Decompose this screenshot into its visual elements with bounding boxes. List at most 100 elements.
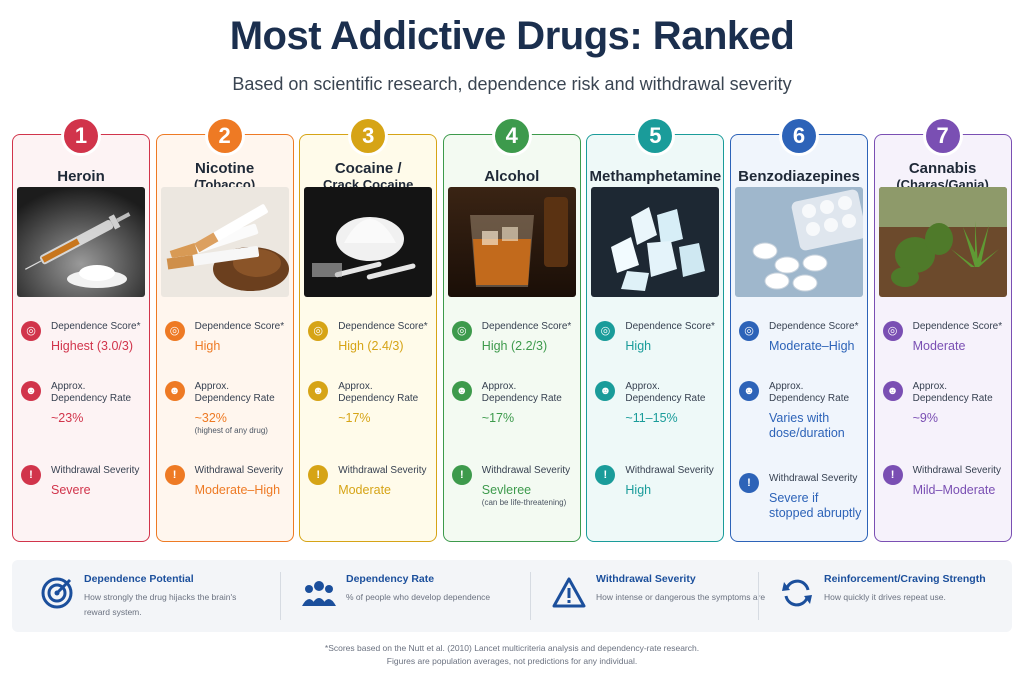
dependency-rate-label-2: Dependency Rate <box>912 393 993 404</box>
withdrawal-severity-value: Severe if stopped abruptly <box>769 491 862 520</box>
withdrawal-severity-label: Withdrawal Severity <box>51 465 140 476</box>
people-icon: ☻ <box>739 381 759 401</box>
warning-icon: ! <box>164 465 185 485</box>
dependency-rate-label-1: Approx. <box>338 381 373 392</box>
drug-name-text: Cannabis <box>908 160 977 177</box>
withdrawal-severity: ! Withdrawal Severity Moderate–High <box>164 465 289 498</box>
dependency-rate-label: Approx. Dependency Rate <box>482 381 576 405</box>
drug-photo-crystals <box>591 187 720 297</box>
dependency-rate-value: ~9% <box>912 411 938 425</box>
withdrawal-severity-label: Withdrawal Severity <box>769 473 858 484</box>
target-icon: ◎ <box>164 321 185 341</box>
dependence-score-value: High <box>625 339 652 353</box>
drug-photo-cigarettes <box>160 187 289 297</box>
legend-description: How strongly the drug hijacks the brain'… <box>84 592 237 617</box>
dependency-rate: ☻ Approx. Dependency Rate ~11–15% <box>595 381 719 426</box>
warning-icon: ! <box>595 465 616 485</box>
dependency-rate-label-1: Approx. <box>912 381 948 392</box>
drug-card-3: 3 Cocaine / Crack Cocaine ◎ Dependence Sc… <box>299 119 438 542</box>
drug-photo-syringe-powder <box>17 187 145 297</box>
rank-badge: 7 <box>925 119 960 153</box>
drug-card-6: 6 Benzodiazepines ◎ Dependence Score* Mo… <box>730 119 868 542</box>
withdrawal-severity-value: Mild–Moderate <box>912 483 996 497</box>
legend-bar: Dependence Potential How strongly the dr… <box>12 560 1012 632</box>
withdrawal-note: (can be life-threatening) <box>481 498 567 507</box>
legend-title: Dependency Rate <box>346 573 435 585</box>
dependency-rate-label-1: Approx. <box>625 381 660 392</box>
dependence-score: ◎ Dependence Score* High (2.4/3) <box>308 321 432 354</box>
dependency-rate: ☻ Approx. Dependency Rate ~17% <box>308 381 432 426</box>
dependency-rate: ☻ Approx. Dependency Rate ~23% <box>21 381 145 426</box>
target-icon: ◎ <box>451 321 472 341</box>
dependency-rate-label-2: Dependency Rate <box>51 393 132 404</box>
dependence-score-label: Dependence Score* <box>912 321 1003 332</box>
target-icon: ◎ <box>595 321 616 341</box>
dependence-score-value: Highest (3.0/3) <box>51 339 133 353</box>
dependence-score-label: Dependence Score* <box>625 321 715 332</box>
legend-title: Withdrawal Severity <box>596 573 696 585</box>
warning-icon: ! <box>882 465 903 485</box>
dependency-rate-value: ~11–15% <box>625 411 678 425</box>
page-title: Most Addictive Drugs: Ranked <box>229 14 795 58</box>
dependence-score-value: High <box>194 339 221 353</box>
warning-icon: ! <box>739 473 759 493</box>
dependence-score: ◎ Dependence Score* Moderate <box>882 321 1007 354</box>
dependence-score-value: Moderate–High <box>769 339 855 353</box>
legend-item-warning: Withdrawal Severity How intense or dange… <box>552 570 772 622</box>
dependence-score: ◎ Dependence Score* High <box>595 321 719 354</box>
withdrawal-severity-value: Severe <box>51 483 91 497</box>
people-icon <box>302 576 336 610</box>
dependence-score-value: High (2.4/3) <box>338 339 404 353</box>
dependency-rate-label-2: Dependency Rate <box>625 393 706 404</box>
rank-badge: 2 <box>207 119 242 153</box>
target-icon: ◎ <box>21 321 41 341</box>
dependency-rate: ☻ Approx. Dependency Rate Varies with do… <box>739 381 863 441</box>
legend-description: How quickly it drives repeat use. <box>824 592 946 602</box>
drug-photo-pills <box>735 187 863 297</box>
drug-card-1: 1 Heroin ◎ Dependence Score* Highest (3.… <box>12 119 150 542</box>
drug-photo-whiskey-glass <box>447 187 576 297</box>
drug-card-5: 5 Methamphetamine ◎ Dependence Score* Hi… <box>586 119 725 542</box>
people-icon: ☻ <box>21 381 41 401</box>
warning-icon: ! <box>451 465 472 485</box>
drug-card-4: 4 Alcohol ◎ Dependence Score* High (2.2/… <box>442 119 581 542</box>
withdrawal-severity: ! Withdrawal Severity High <box>595 465 719 498</box>
dependency-rate-label-2: Dependency Rate <box>194 393 275 404</box>
drug-name: Heroin <box>13 169 149 185</box>
dependence-score-label: Dependence Score* <box>481 321 572 332</box>
rank-badge: 4 <box>494 119 529 153</box>
refresh-icon <box>780 576 814 610</box>
dependency-rate-label: Approx. Dependency Rate <box>51 381 145 405</box>
drug-cards: 1 Heroin ◎ Dependence Score* Highest (3.… <box>12 118 1012 544</box>
dependency-rate-value: ~17% <box>481 411 515 425</box>
drug-name-text: Alcohol <box>484 168 540 185</box>
people-icon: ☻ <box>308 381 329 401</box>
withdrawal-severity-value: Sevleree <box>481 483 532 497</box>
withdrawal-severity: ! Withdrawal Severity Severe <box>21 465 145 498</box>
withdrawal-severity: ! Withdrawal Severity Sevleree (can be l… <box>451 465 576 508</box>
dependence-score: ◎ Dependence Score* Moderate–High <box>739 321 863 354</box>
dependency-rate-value: Varies with dose/duration <box>769 411 845 440</box>
drug-name: Methamphetamine <box>587 169 723 185</box>
page-subtitle: Based on scientific research, dependence… <box>232 74 792 94</box>
dependency-rate: ☻ Approx. Dependency Rate ~17% <box>451 381 576 426</box>
drug-name-text: Methamphetamine <box>589 168 722 185</box>
drug-card-7: 7 Cannabis (Charas/Ganja) ◎ Dependence Sc… <box>873 119 1012 542</box>
legend-item-people: Dependency Rate % of people who develop … <box>302 570 522 622</box>
dependency-rate: ☻ Approx. Dependency Rate ~32% (highest … <box>164 381 289 436</box>
withdrawal-severity-label: Withdrawal Severity <box>338 465 427 476</box>
drug-name-text: Cocaine / <box>334 160 402 177</box>
withdrawal-severity-label: Withdrawal Severity <box>625 465 714 476</box>
dependency-rate-note: (highest of any drug) <box>194 426 268 435</box>
drug-name-text: Heroin <box>57 168 105 185</box>
withdrawal-severity-value: Moderate <box>338 483 391 497</box>
legend-separator <box>530 572 531 620</box>
warning-icon: ! <box>308 465 329 485</box>
people-icon: ☻ <box>451 381 472 401</box>
dependency-rate-label-1: Approx. <box>769 381 804 392</box>
dependency-rate-label-1: Approx. <box>194 381 230 392</box>
legend-description: % of people who develop dependence <box>346 592 491 602</box>
dependence-score-label: Dependence Score* <box>194 321 285 332</box>
target-icon: ◎ <box>739 321 759 341</box>
withdrawal-severity: ! Withdrawal Severity Mild–Moderate <box>882 465 1007 498</box>
